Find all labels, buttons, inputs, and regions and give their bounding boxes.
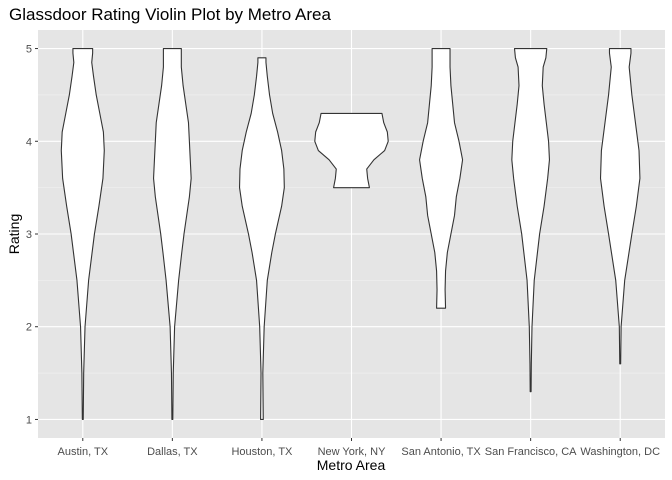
y-tick-label: 2	[26, 322, 32, 334]
x-tick-label: San Francisco, CA	[485, 446, 577, 458]
x-axis-title: Metro Area	[317, 457, 386, 473]
violin-dallas-tx	[153, 48, 192, 420]
y-tick-label: 3	[26, 229, 32, 241]
y-axis: 1 2 3 4 5	[26, 44, 38, 426]
x-tick-label: New York, NY	[318, 446, 387, 458]
violin-san-francisco-ca	[511, 48, 550, 393]
x-tick-label: Austin, TX	[58, 446, 109, 458]
y-tick-label: 5	[26, 44, 32, 56]
violin-new-york-ny	[314, 112, 389, 189]
x-tick-label: Washington, DC	[580, 446, 660, 458]
violin-austin-tx	[60, 48, 105, 420]
x-tick-label: Dallas, TX	[147, 446, 198, 458]
chart-title: Glassdoor Rating Violin Plot by Metro Ar…	[9, 5, 331, 24]
violin-group	[60, 48, 641, 420]
violin-houston-tx	[238, 57, 285, 420]
y-tick-label: 4	[26, 136, 32, 148]
violin-washington-dc	[599, 48, 641, 365]
violin-san-antonio-tx	[419, 48, 464, 309]
x-tick-label: San Antonio, TX	[401, 446, 481, 458]
x-axis: Austin, TX Dallas, TX Houston, TX New York,…	[58, 438, 660, 458]
x-tick-label: Houston, TX	[231, 446, 293, 458]
y-tick-label: 1	[26, 414, 32, 426]
y-axis-title: Rating	[6, 214, 22, 254]
